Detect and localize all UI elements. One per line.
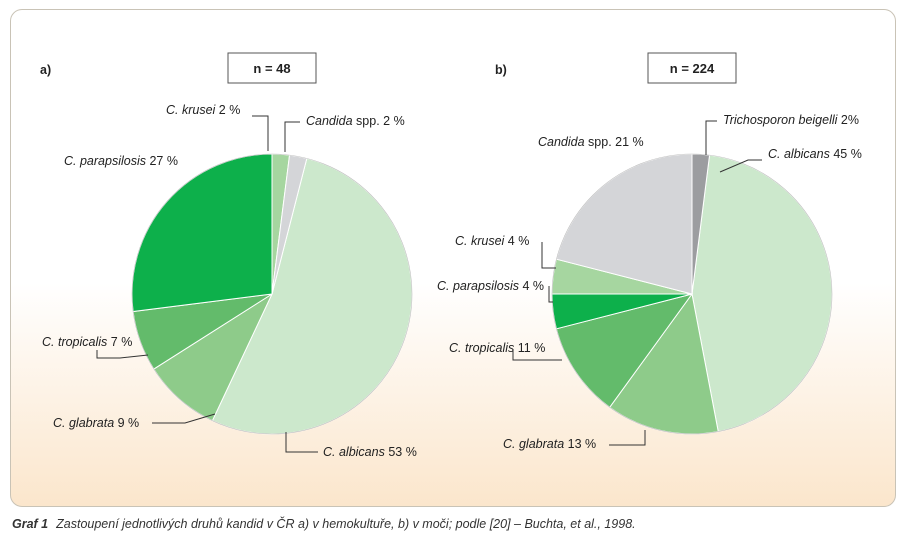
panel-label: a)	[40, 63, 51, 77]
leader-line	[284, 121, 300, 152]
slice-label: C. parapsilosis 27 %	[64, 154, 178, 168]
slice-label: C. krusei 2 %	[166, 103, 240, 117]
leader-line	[705, 120, 717, 155]
leader-line	[609, 430, 646, 446]
slice-label: C. parapsilosis 4 %	[437, 279, 544, 293]
pie-outline	[131, 153, 413, 435]
pie-outline	[551, 153, 833, 435]
leader-line	[96, 350, 149, 359]
leader-line	[541, 242, 556, 269]
slice-label: Trichosporon beigelli 2%	[723, 113, 859, 127]
slice-label: C. krusei 4 %	[455, 234, 529, 248]
slice-label: C. albicans 45 %	[768, 147, 862, 161]
pie-slice	[691, 154, 833, 433]
slice-label: C. albicans 53 %	[323, 445, 417, 459]
leader-line	[512, 349, 562, 361]
sample-size-label: n = 224	[670, 61, 715, 76]
slice-label: C. glabrata 9 %	[53, 416, 139, 430]
sample-size-box	[227, 52, 317, 84]
leader-line	[152, 413, 216, 424]
leader-line	[548, 286, 553, 303]
panel-label: b)	[495, 63, 507, 77]
sample-size-box	[647, 52, 737, 84]
caption-text: Zastoupení jednotlivých druhů kandid v Č…	[56, 517, 636, 531]
slice-label: C. tropicalis 7 %	[42, 335, 132, 349]
leader-line	[285, 432, 318, 453]
slice-label: Candida spp. 21 %	[538, 135, 644, 149]
slice-label: C. glabrata 13 %	[503, 437, 596, 451]
figure-caption: Graf 1 Zastoupení jednotlivých druhů kand…	[12, 517, 902, 531]
caption-label: Graf 1	[12, 517, 49, 531]
leader-line	[719, 159, 762, 173]
sample-size-label: n = 48	[253, 61, 290, 76]
slice-label: Candida spp. 2 %	[306, 114, 405, 128]
slice-label: C. tropicalis 11 %	[449, 341, 545, 355]
leader-line	[252, 115, 269, 151]
pie-slice	[131, 153, 273, 313]
